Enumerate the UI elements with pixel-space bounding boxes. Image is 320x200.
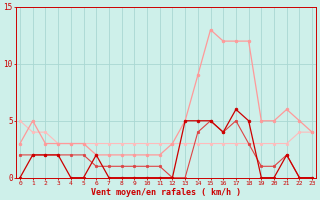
X-axis label: Vent moyen/en rafales ( km/h ): Vent moyen/en rafales ( km/h )	[91, 188, 241, 197]
